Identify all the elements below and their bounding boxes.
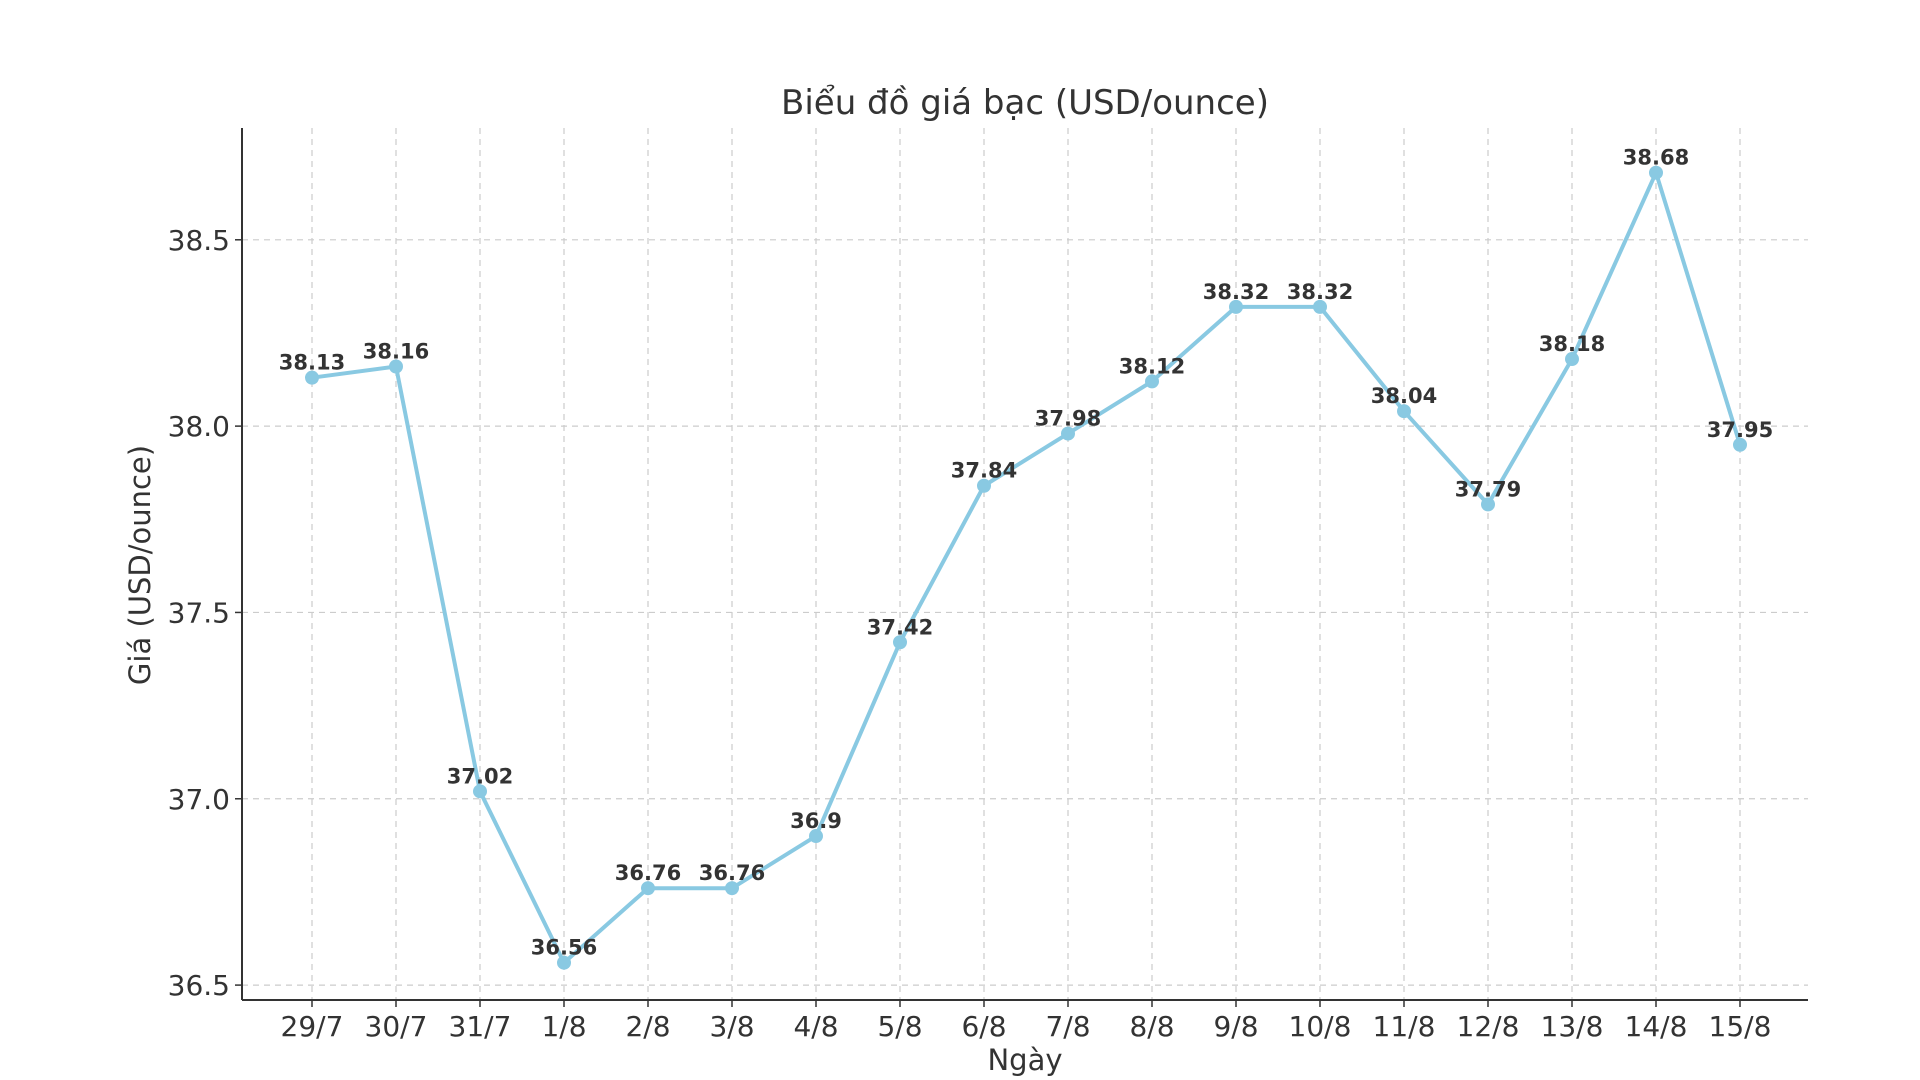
x-tick-label: 14/8 [1625, 1010, 1688, 1043]
x-tick-label: 11/8 [1373, 1010, 1436, 1043]
data-point [977, 478, 991, 493]
data-point [725, 881, 739, 896]
data-labels: 38.13 38.16 37.02 36.56 36.76 36.76 36.9 37.42 3… [279, 146, 1773, 960]
data-label: 38.68 [1623, 146, 1689, 170]
data-point [1565, 352, 1579, 367]
data-point [1313, 299, 1327, 314]
y-ticks: 36.5 37.0 37.5 38.0 38.5 [168, 224, 242, 1002]
data-point [809, 829, 823, 844]
y-tick-label: 37.5 [168, 596, 230, 629]
x-tick-label: 30/7 [365, 1010, 428, 1043]
x-axis-label: Ngày [987, 1043, 1062, 1077]
data-label: 37.98 [1035, 407, 1101, 431]
data-point [1649, 165, 1663, 180]
data-point [1229, 299, 1243, 314]
data-point [1481, 497, 1495, 512]
y-tick-label: 36.5 [168, 969, 230, 1002]
data-point [389, 359, 403, 374]
data-point [305, 370, 319, 385]
data-point [893, 635, 907, 650]
data-label: 38.16 [363, 339, 429, 363]
x-tick-label: 9/8 [1213, 1010, 1258, 1043]
x-tick-label: 7/8 [1045, 1010, 1090, 1043]
data-point [473, 784, 487, 799]
x-tick-label: 8/8 [1129, 1010, 1174, 1043]
x-tick-label: 15/8 [1709, 1010, 1772, 1043]
data-label: 37.84 [951, 459, 1017, 483]
x-ticks: 29/7 30/7 31/7 1/8 2/8 3/8 4/8 5/8 6/8 7/8 8/8 9/8 1… [281, 1000, 1772, 1043]
data-point [1733, 437, 1747, 452]
y-tick-label: 38.0 [168, 410, 230, 443]
x-tick-label: 10/8 [1289, 1010, 1352, 1043]
y-axis-label: Giá (USD/ounce) [123, 445, 157, 685]
x-tick-label: 1/8 [541, 1010, 586, 1043]
series [305, 165, 1747, 970]
data-label: 38.13 [279, 351, 345, 375]
x-tick-label: 29/7 [281, 1010, 344, 1043]
data-point [1397, 404, 1411, 419]
axes [241, 128, 1808, 1001]
data-point [641, 881, 655, 896]
data-label: 37.42 [867, 615, 933, 639]
x-tick-label: 12/8 [1457, 1010, 1520, 1043]
data-label: 37.02 [447, 764, 513, 788]
data-point [1145, 374, 1159, 389]
data-label: 36.56 [531, 936, 597, 960]
y-tick-label: 38.5 [168, 224, 230, 257]
data-label: 38.12 [1119, 354, 1185, 378]
chart-title: Biểu đồ giá bạc (USD/ounce) [781, 83, 1269, 123]
series-line [310, 170, 1742, 965]
x-tick-label: 3/8 [709, 1010, 754, 1043]
data-label: 38.04 [1371, 384, 1437, 408]
data-point [1061, 426, 1075, 441]
data-point [557, 955, 571, 970]
x-tick-label: 31/7 [449, 1010, 512, 1043]
data-label: 37.95 [1707, 418, 1773, 442]
y-tick-label: 37.0 [168, 783, 230, 816]
data-label: 38.32 [1203, 280, 1269, 304]
x-tick-label: 13/8 [1541, 1010, 1604, 1043]
data-label: 36.9 [790, 809, 842, 833]
x-tick-label: 4/8 [793, 1010, 838, 1043]
data-label: 38.18 [1539, 332, 1605, 356]
data-label: 37.79 [1455, 477, 1521, 501]
x-tick-label: 6/8 [961, 1010, 1006, 1043]
x-tick-label: 2/8 [625, 1010, 670, 1043]
data-label: 38.32 [1287, 280, 1353, 304]
data-label: 36.76 [615, 861, 681, 885]
x-tick-label: 5/8 [877, 1010, 922, 1043]
grid [242, 128, 1808, 1000]
data-label: 36.76 [699, 861, 765, 885]
